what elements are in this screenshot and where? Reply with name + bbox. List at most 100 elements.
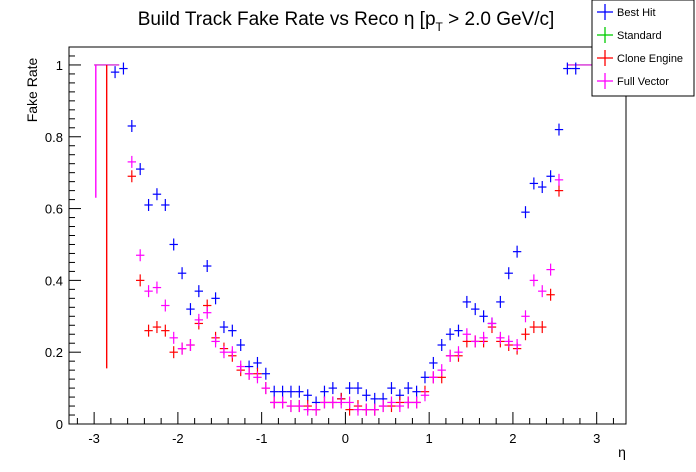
- best-hit-point: [521, 206, 530, 219]
- best-hit-point: [278, 385, 287, 398]
- clone-engine-point: [144, 324, 153, 337]
- full-vector-point: [286, 400, 296, 413]
- x-tick-label: 3: [593, 431, 600, 446]
- y-axis-label: Fake Rate: [24, 57, 40, 122]
- best-hit-point: [479, 310, 488, 323]
- clone-engine-point: [546, 288, 555, 301]
- full-vector-point: [479, 331, 488, 344]
- best-hit-point: [320, 385, 329, 398]
- legend-label: Clone Engine: [617, 53, 683, 65]
- y-tick-label: 0: [56, 417, 63, 432]
- x-tick-label: -3: [88, 431, 100, 446]
- best-hit-point: [194, 285, 204, 298]
- x-tick-label: 0: [342, 431, 349, 446]
- data-points-layer: [94, 62, 593, 416]
- full-vector-point: [538, 285, 547, 298]
- best-hit-point: [203, 260, 212, 273]
- best-hit-point: [177, 267, 187, 280]
- full-vector-point: [144, 285, 153, 298]
- full-vector-point: [387, 396, 396, 409]
- best-hit-point: [261, 367, 271, 380]
- full-vector-point: [521, 310, 530, 323]
- best-hit-point: [328, 382, 338, 395]
- legend-label: Best Hit: [617, 7, 656, 19]
- legend-box: [591, 0, 695, 97]
- x-tick-label: 1: [426, 431, 433, 446]
- full-vector-point: [420, 389, 430, 402]
- clone-engine-point: [127, 170, 137, 183]
- legend-label: Full Vector: [617, 76, 669, 88]
- best-hit-point: [152, 188, 162, 201]
- clone-engine-point: [554, 184, 564, 197]
- full-vector-point: [295, 400, 304, 413]
- full-vector-point: [437, 364, 446, 377]
- y-tick-label: 0.6: [45, 202, 63, 217]
- best-hit-point: [236, 339, 245, 352]
- best-hit-point: [529, 177, 539, 190]
- chart-title-tail: > 2.0 GeV/c]: [443, 9, 554, 30]
- full-vector-point: [136, 249, 145, 262]
- best-hit-point: [445, 328, 455, 341]
- chart-title-main: Build Track Fake Rate vs Reco η [p: [138, 9, 436, 30]
- legend-item-full-vector: Full Vector: [597, 73, 669, 89]
- best-hit-point: [504, 267, 513, 280]
- best-hit-point: [253, 356, 262, 369]
- best-hit-point: [110, 66, 120, 79]
- x-tick-label: -2: [172, 431, 184, 446]
- x-axis: -3 -2 -1 0 1 2 3: [76, 412, 614, 446]
- full-vector-point: [404, 396, 413, 409]
- y-tick-label: 0.8: [45, 130, 63, 145]
- clone-engine-point: [152, 321, 162, 334]
- legend-item-clone-engine: Clone Engine: [597, 50, 683, 66]
- full-vector-point: [471, 335, 480, 348]
- legend: Best Hit Standard Clone Engine Full Vector: [591, 0, 695, 97]
- full-vector-point: [504, 335, 513, 348]
- full-vector-point: [345, 396, 354, 409]
- full-vector-point: [270, 396, 279, 409]
- full-vector-point: [311, 403, 321, 416]
- clone-engine-point: [136, 274, 145, 287]
- best-hit-point: [420, 371, 430, 384]
- full-vector-point: [161, 299, 170, 312]
- full-vector-point: [127, 155, 137, 168]
- y-tick-label: 1: [56, 58, 63, 73]
- full-vector-point: [337, 396, 346, 409]
- best-hit-point: [563, 62, 572, 75]
- best-hit-point: [186, 303, 195, 316]
- full-vector-point: [362, 403, 371, 416]
- best-hit-point: [429, 356, 438, 369]
- best-hit-point: [219, 321, 229, 334]
- best-hit-point: [136, 163, 145, 176]
- y-axis: 0 0.2 0.4 0.6 0.8 1: [45, 46, 81, 432]
- best-hit-point: [303, 389, 312, 402]
- best-hit-point: [228, 324, 237, 337]
- full-vector-point: [328, 396, 338, 409]
- legend-label: Standard: [617, 30, 662, 42]
- full-vector-point: [496, 331, 505, 344]
- full-vector-point: [412, 396, 421, 409]
- clone-engine-point: [521, 328, 530, 341]
- full-vector-point: [278, 396, 287, 409]
- best-hit-point: [554, 123, 564, 136]
- legend-item-best-hit: Best Hit: [597, 4, 656, 20]
- full-vector-point: [152, 281, 162, 294]
- best-hit-point: [454, 324, 463, 337]
- full-vector-point: [219, 346, 229, 359]
- full-vector-point: [244, 367, 254, 380]
- x-tick-label: 2: [509, 431, 516, 446]
- full-vector-point: [454, 346, 463, 359]
- best-hit-point: [353, 382, 363, 395]
- full-vector-point: [529, 274, 539, 287]
- best-hit-point: [412, 385, 421, 398]
- best-hit-point: [345, 382, 354, 395]
- full-vector-point: [554, 173, 564, 186]
- best-hit-point: [437, 339, 446, 352]
- full-vector-point: [512, 339, 522, 352]
- full-vector-point: [228, 346, 237, 359]
- full-vector-point: [253, 371, 262, 384]
- full-vector-point: [211, 335, 220, 348]
- best-hit-point: [571, 62, 580, 75]
- full-vector-point: [395, 400, 405, 413]
- x-axis-label: η: [618, 444, 626, 460]
